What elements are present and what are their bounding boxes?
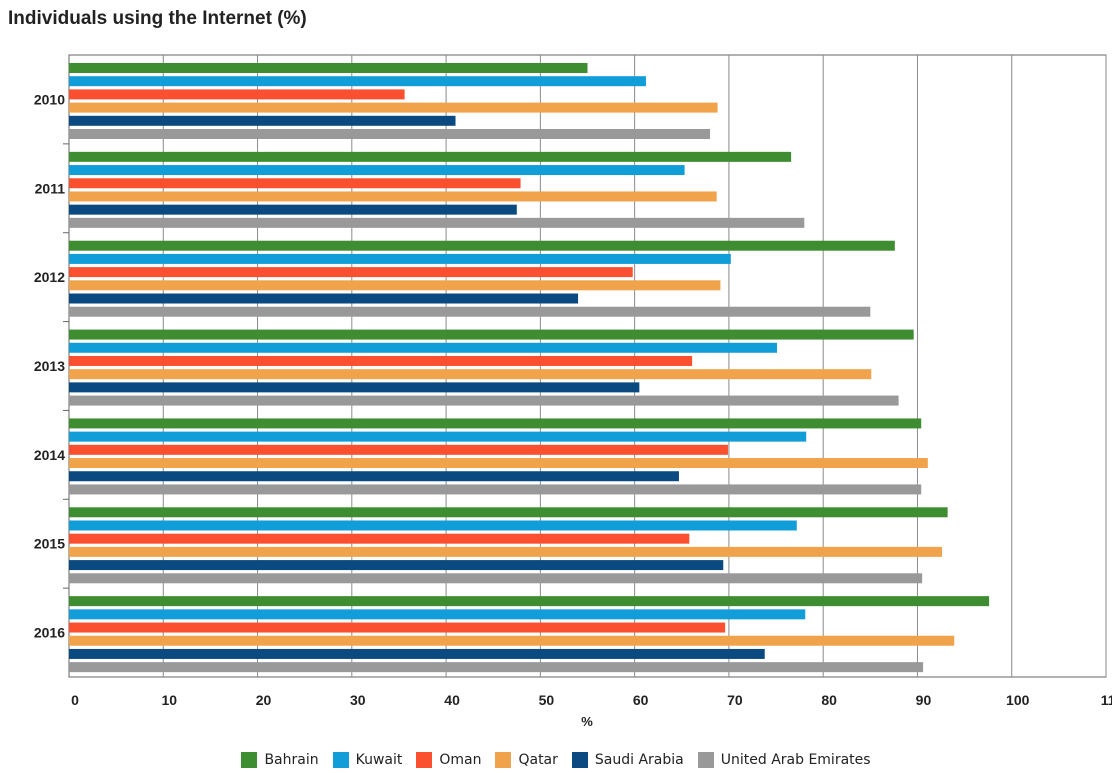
x-tick-label: 30 (350, 692, 366, 708)
bar-qatar-2013 (69, 369, 872, 380)
chart-legend: Bahrain Kuwait Oman Qatar Saudi Arabia United… (0, 752, 1112, 768)
legend-label: Kuwait (355, 752, 403, 768)
legend-item: Oman (416, 752, 481, 768)
plot-area (68, 54, 1107, 678)
y-tick-label: 2012 (34, 269, 65, 285)
bar-bahrain-2014 (69, 418, 922, 429)
x-tick-label: 100 (1006, 692, 1030, 708)
y-tick-label: 2013 (34, 358, 65, 374)
bar-bahrain-2013 (69, 329, 914, 340)
chart-title: Individuals using the Internet (%) (8, 8, 307, 29)
bar-saudi-arabia-2013 (69, 382, 640, 393)
legend-item: Qatar (495, 752, 558, 768)
bar-oman-2010 (69, 89, 405, 100)
bar-oman-2012 (69, 267, 633, 278)
bar-saudi-arabia-2011 (69, 204, 517, 215)
bar-bahrain-2012 (69, 240, 895, 251)
bar-qatar-2010 (69, 102, 718, 113)
bar-kuwait-2016 (69, 609, 806, 620)
bar-united-arab-emirates-2013 (69, 395, 899, 406)
legend-item: Kuwait (332, 752, 403, 768)
legend-label: United Arab Emirates (720, 752, 871, 768)
bar-united-arab-emirates-2012 (69, 306, 871, 317)
legend-swatch (495, 752, 512, 768)
bar-chart: 0 10 20 30 40 50 60 70 80 90 100 110% 2010 2011 2012 20… (34, 54, 1112, 729)
bar-united-arab-emirates-2010 (69, 129, 711, 139)
bar-oman-2014 (69, 444, 728, 455)
bar-saudi-arabia-2010 (69, 115, 456, 126)
bar-qatar-2016 (69, 635, 955, 646)
legend-swatch (571, 752, 588, 768)
bar-united-arab-emirates-2014 (69, 484, 922, 495)
legend-label: Oman (439, 752, 482, 768)
bar-united-arab-emirates-2011 (69, 217, 805, 228)
bar-saudi-arabia-2012 (69, 293, 579, 304)
bar-kuwait-2013 (69, 342, 777, 353)
bar-kuwait-2014 (69, 431, 807, 442)
bar-bahrain-2011 (69, 151, 792, 162)
x-tick-label: 110 (1101, 692, 1112, 708)
x-tick-label: 70 (727, 692, 743, 708)
bar-saudi-arabia-2016 (69, 648, 765, 659)
legend-swatch (241, 752, 258, 768)
bar-oman-2013 (69, 355, 693, 366)
x-tick-label: 90 (916, 692, 932, 708)
legend-label: Qatar (518, 752, 558, 768)
legend-swatch (697, 752, 714, 768)
bar-kuwait-2010 (69, 76, 646, 87)
bar-united-arab-emirates-2016 (69, 662, 924, 673)
y-tick-label: 2010 (34, 91, 65, 107)
legend-swatch (416, 752, 433, 768)
bar-oman-2011 (69, 178, 521, 189)
legend-swatch (332, 752, 349, 768)
bar-oman-2015 (69, 533, 690, 544)
x-axis-label: % (581, 714, 593, 729)
x-tick-label: 0 (71, 692, 79, 708)
bar-kuwait-2011 (69, 165, 685, 176)
y-tick-label: 2015 (34, 536, 65, 552)
bar-united-arab-emirates-2015 (69, 573, 923, 584)
bar-qatar-2014 (69, 458, 928, 469)
y-tick-label: 2011 (35, 180, 66, 196)
bar-bahrain-2010 (69, 63, 588, 73)
legend-label: Saudi Arabia (594, 752, 684, 768)
x-tick-label: 80 (821, 692, 837, 708)
legend-item: Bahrain (241, 752, 319, 768)
bar-bahrain-2016 (69, 596, 990, 607)
x-tick-label: 20 (256, 692, 272, 708)
x-tick-label: 60 (633, 692, 649, 708)
bar-kuwait-2012 (69, 253, 731, 264)
legend-label: Bahrain (264, 752, 319, 768)
bar-oman-2016 (69, 622, 726, 633)
legend-item: Saudi Arabia (571, 752, 684, 768)
bar-saudi-arabia-2014 (69, 471, 679, 482)
legend-item: United Arab Emirates (697, 752, 871, 768)
y-tick-label: 2016 (34, 625, 65, 641)
x-tick-label: 40 (444, 692, 460, 708)
y-tick-label: 2014 (34, 447, 65, 463)
bar-kuwait-2015 (69, 520, 797, 531)
x-tick-label: 50 (539, 692, 555, 708)
bar-qatar-2015 (69, 546, 942, 557)
x-tick-label: 10 (161, 692, 177, 708)
bar-qatar-2011 (69, 191, 717, 202)
bar-qatar-2012 (69, 280, 721, 291)
bar-bahrain-2015 (69, 507, 948, 518)
bar-saudi-arabia-2015 (69, 560, 724, 571)
